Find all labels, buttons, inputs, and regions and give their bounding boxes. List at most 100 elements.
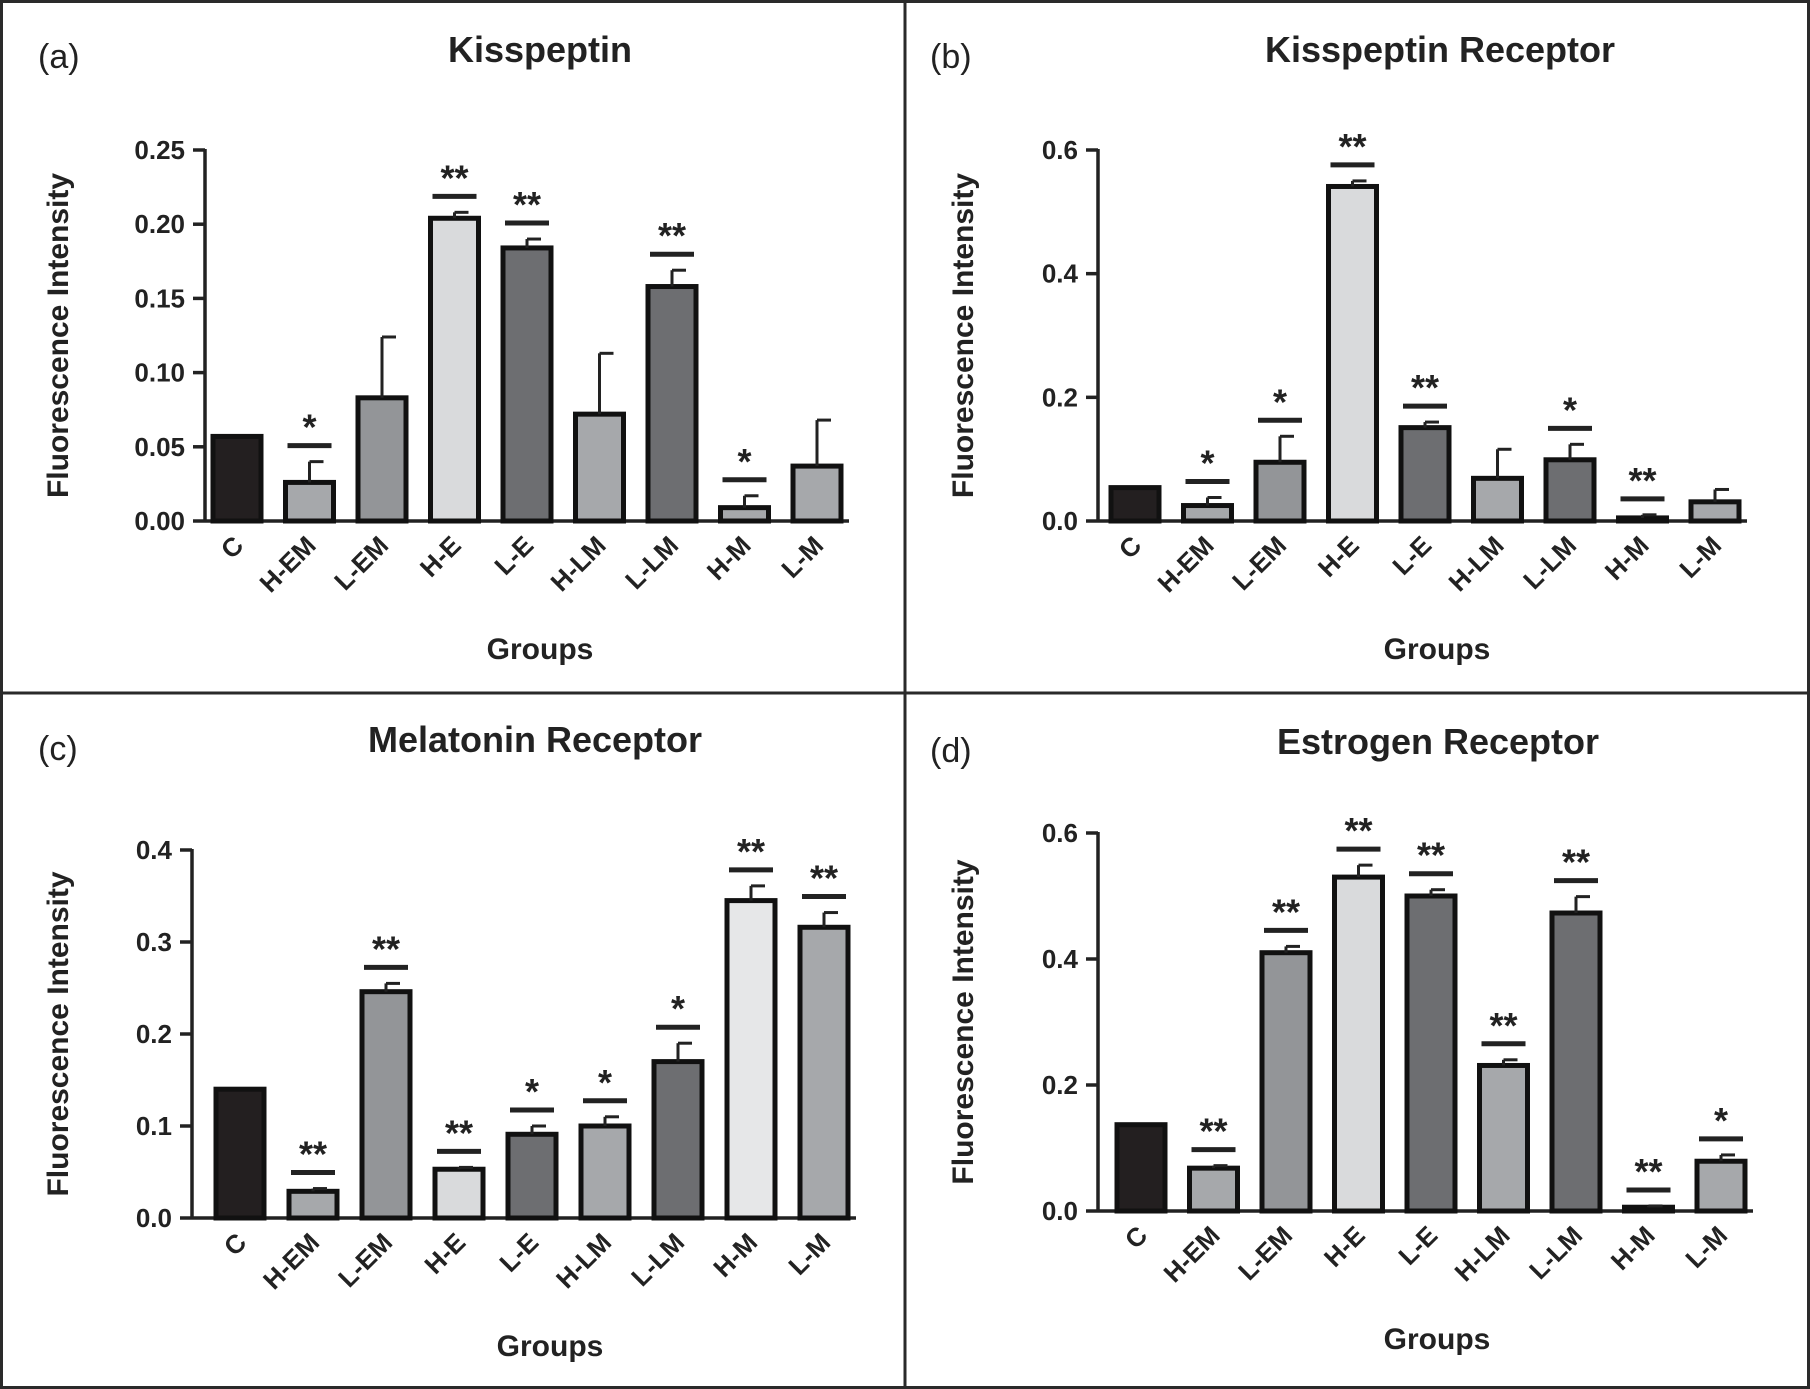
bar-c-H-EM (286, 1188, 340, 1221)
x-axis-title-d: Groups (1384, 1323, 1491, 1356)
y-axis-title-b: Fluorescence Intensity (947, 173, 980, 498)
y-tick-label-d: 0.6 (1042, 818, 1078, 848)
chart-title-d: Estrogen Receptor (1277, 721, 1599, 762)
category-label-b: H-EM (1152, 530, 1220, 598)
significance-mark-c-H-EM: ** (299, 1134, 327, 1175)
category-label-d: H-LM (1449, 1220, 1516, 1287)
significance-mark-d-H-LM: ** (1489, 1005, 1517, 1046)
chart-panel-d: (d) Estrogen Receptor 0.0 0.2 0.4 0.6 Fluoresc… (930, 721, 1753, 1356)
category-label-a: H-M (701, 530, 757, 586)
bar-a-H-LM (573, 411, 626, 524)
panel-label-a: (a) (38, 38, 80, 76)
bar-b-C (1108, 485, 1162, 524)
x-axis-title-c: Groups (497, 1330, 604, 1363)
y-tick-label-b: 0.2 (1042, 382, 1078, 412)
category-label-d: H-M (1605, 1220, 1661, 1276)
bar-c-C (213, 1086, 267, 1221)
y-tick-label-d: 0.4 (1042, 944, 1079, 974)
y-tick-label-c: 0.3 (136, 927, 172, 957)
y-tick-label-c: 0.0 (136, 1203, 172, 1233)
category-label-d: L-M (1679, 1220, 1733, 1274)
category-label-c: C (218, 1227, 253, 1262)
significance-mark-b-L-LM: * (1563, 389, 1577, 430)
bar-c-L-LM (651, 1059, 705, 1221)
x-axis-title-b: Groups (1384, 633, 1491, 666)
category-label-d: L-EM (1232, 1220, 1298, 1286)
category-label-a: H-LM (545, 530, 612, 597)
bar-b-H-M (1616, 515, 1669, 524)
y-tick-label-c: 0.1 (136, 1111, 172, 1141)
category-label-c: L-EM (332, 1227, 398, 1293)
bar-b-H-LM (1471, 475, 1524, 524)
category-label-b: C (1113, 530, 1148, 565)
significance-mark-c-L-LM: * (671, 988, 685, 1029)
category-label-d: L-E (1392, 1220, 1443, 1271)
category-label-c: L-M (782, 1227, 836, 1281)
category-label-c: L-E (493, 1227, 544, 1278)
category-label-a: L-EM (328, 530, 394, 596)
y-axis-title-c: Fluorescence Intensity (42, 871, 75, 1196)
bar-c-H-LM (578, 1123, 632, 1221)
chart-panel-a: (a) Kisspeptin 0.00 0.05 0.10 0.15 0.20 0.25 Flu… (38, 29, 849, 666)
significance-mark-a-L-E: ** (513, 184, 541, 225)
significance-mark-a-L-LM: ** (658, 215, 686, 256)
x-axis-title-a: Groups (487, 633, 594, 666)
y-axis-title-a: Fluorescence Intensity (42, 173, 75, 498)
category-label-a: L-E (488, 530, 539, 581)
significance-mark-a-H-E: ** (440, 157, 468, 198)
chart-title-a: Kisspeptin (448, 29, 632, 70)
category-label-b: H-E (1312, 530, 1365, 583)
category-label-b: L-EM (1226, 530, 1292, 596)
category-label-a: H-EM (254, 530, 322, 598)
bar-a-H-E (428, 215, 481, 524)
bar-d-L-E (1404, 893, 1458, 1214)
bar-a-L-M (790, 463, 844, 524)
significance-mark-a-H-EM: * (302, 407, 316, 448)
bar-b-L-E (1398, 425, 1452, 524)
significance-mark-c-L-M: ** (810, 858, 838, 899)
y-tick-label-d: 0.2 (1042, 1070, 1078, 1100)
significance-mark-d-H-M: ** (1634, 1151, 1662, 1192)
significance-mark-d-H-EM: ** (1199, 1111, 1227, 1152)
bar-a-H-EM (283, 479, 336, 524)
bar-b-L-EM (1253, 459, 1307, 524)
category-label-a: L-M (775, 530, 829, 584)
panel-label-b: (b) (930, 38, 972, 76)
bar-a-L-E (500, 245, 554, 524)
category-label-c: H-M (707, 1227, 763, 1283)
y-tick-label-a: 0.25 (134, 135, 185, 165)
y-tick-label-b: 0.0 (1042, 506, 1078, 536)
bar-c-L-M (797, 924, 851, 1221)
chart-title-c: Melatonin Receptor (368, 719, 702, 760)
y-tick-label-a: 0.10 (134, 358, 185, 388)
y-tick-label-c: 0.4 (136, 835, 173, 865)
category-label-b: H-LM (1443, 530, 1510, 597)
panel-label-d: (d) (930, 732, 972, 770)
significance-mark-b-H-M: ** (1628, 460, 1656, 501)
significance-mark-d-L-E: ** (1417, 835, 1445, 876)
significance-mark-b-L-EM: * (1273, 381, 1287, 422)
bar-b-L-M (1688, 499, 1742, 524)
bar-b-H-EM (1181, 503, 1234, 524)
bar-c-L-EM (359, 989, 413, 1221)
significance-mark-d-L-M: * (1714, 1100, 1728, 1141)
y-tick-label-b: 0.4 (1042, 259, 1079, 289)
category-label-c: H-LM (550, 1227, 617, 1294)
bar-d-C (1114, 1122, 1168, 1214)
category-label-a: L-LM (619, 530, 684, 595)
category-label-a: C (215, 530, 250, 565)
category-label-b: H-M (1599, 530, 1655, 586)
significance-mark-b-L-E: ** (1411, 367, 1439, 408)
chart-panel-c: (c) Melatonin Receptor 0.0 0.1 0.2 0.3 0.4 Fluo… (38, 719, 856, 1363)
significance-mark-d-L-LM: ** (1562, 842, 1590, 883)
significance-mark-c-H-LM: * (598, 1062, 612, 1103)
category-label-d: H-E (1318, 1220, 1371, 1273)
category-label-c: L-LM (625, 1227, 690, 1292)
significance-mark-c-L-E: * (525, 1071, 539, 1112)
significance-mark-b-H-EM: * (1200, 443, 1214, 484)
bar-a-L-EM (355, 395, 409, 524)
category-label-a: H-E (414, 530, 467, 583)
bar-d-H-M (1622, 1204, 1675, 1214)
chart-title-b: Kisspeptin Receptor (1265, 29, 1615, 70)
